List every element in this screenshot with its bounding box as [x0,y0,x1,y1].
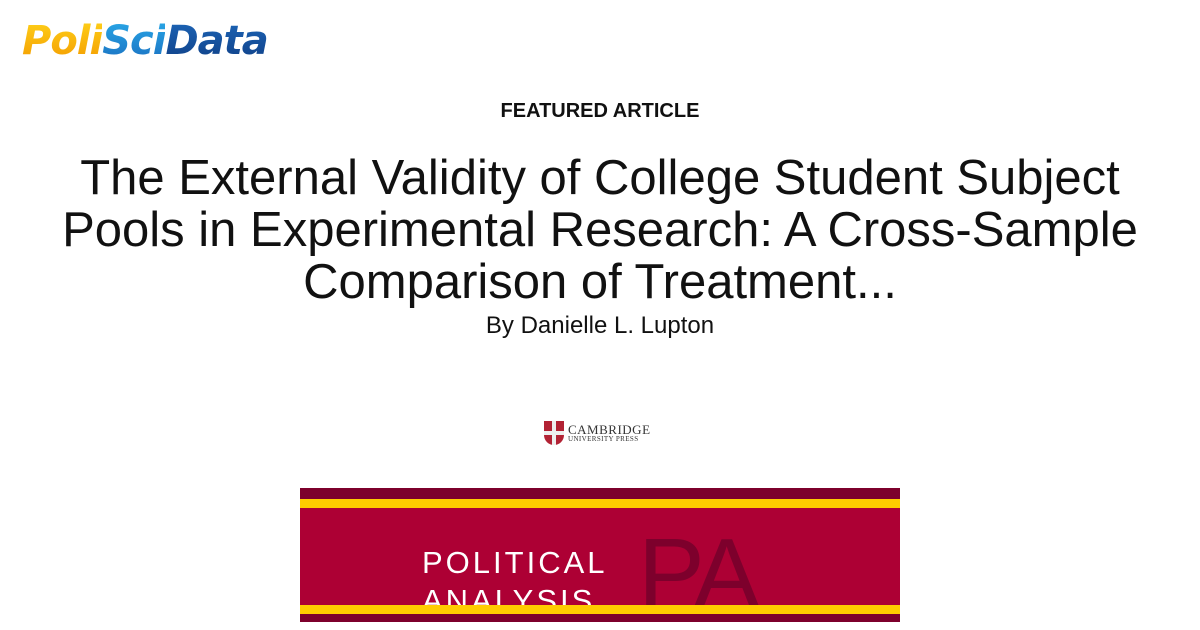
article-title: The External Validity of College Student… [62,151,1138,309]
logo-part: Data [165,18,268,64]
journal-name-line: POLITICAL [422,545,608,580]
banner-body: POLITICAL ANALYSIS PA [300,508,900,624]
logo-part: Poli [22,18,103,64]
cambridge-shield-icon [544,421,564,445]
poliscidata-logo[interactable]: PoliSciData [22,18,269,64]
publisher-name: CAMBRIDGE [568,422,651,437]
article-author: By Danielle L. Lupton [485,312,715,339]
journal-name-line: ANALYSIS [422,583,596,618]
banner-stripe [300,499,900,508]
banner-stripe [300,605,900,614]
political-analysis-banner: POLITICAL ANALYSIS PA [300,488,900,624]
cambridge-university-press-logo: CAMBRIDGE UNIVERSITY PRESS [544,421,651,445]
publisher-subname: UNIVERSITY PRESS [568,435,639,443]
logo-part: Sci [102,18,166,64]
featured-article-label: FEATURED ARTICLE [500,100,700,122]
